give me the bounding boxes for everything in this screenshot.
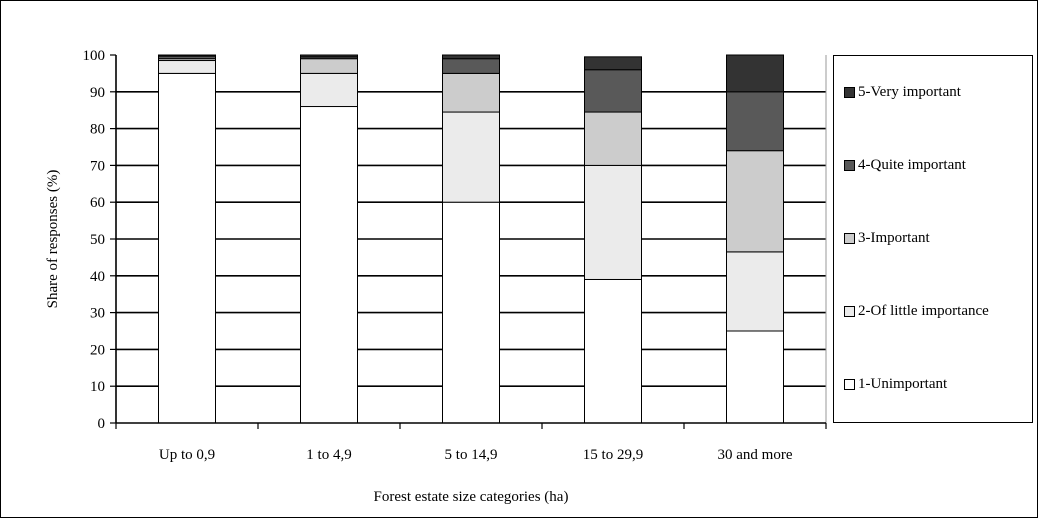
y-tick-label: 90 (90, 85, 105, 101)
bar-segment (300, 106, 358, 424)
y-tick-label: 70 (90, 158, 105, 174)
y-tick-label: 50 (90, 232, 105, 248)
legend-swatch (844, 86, 855, 98)
y-tick-label: 80 (90, 122, 105, 138)
bar-segment (442, 72, 500, 113)
y-tick-label: 30 (90, 306, 105, 322)
legend-item: 4-Quite important (844, 155, 966, 175)
x-tick-label: 15 to 29,9 (583, 447, 643, 463)
legend-swatch (844, 232, 855, 244)
legend-label: 2-Of little importance (858, 302, 989, 319)
bar-segment (726, 54, 784, 93)
y-tick-label: 10 (90, 379, 105, 395)
bar-segment (442, 58, 500, 74)
bar-segment (442, 54, 500, 60)
x-tick-label: 30 and more (718, 447, 793, 463)
y-tick-label: 20 (90, 342, 105, 358)
y-tick-label: 40 (90, 269, 105, 285)
bar-segment (442, 201, 500, 424)
bar-segment (442, 111, 500, 203)
x-tick-label: 5 to 14,9 (445, 447, 498, 463)
bar-segment (158, 60, 216, 74)
x-tick-label: Up to 0,9 (159, 447, 215, 463)
bar-segment (726, 251, 784, 332)
legend-item: 2-Of little importance (844, 301, 989, 321)
bar-segment (726, 91, 784, 152)
legend-label: 4-Quite important (858, 156, 966, 173)
bar-segment (584, 56, 642, 71)
bar-segment (158, 54, 216, 57)
x-tick-label: 1 to 4,9 (306, 447, 351, 463)
y-tick-label: 100 (83, 48, 106, 64)
x-axis-title: Forest estate size categories (ha) (374, 489, 569, 505)
bar-segment (584, 69, 642, 113)
legend-swatch (844, 305, 855, 317)
bar-segment (726, 330, 784, 424)
legend-item: 3-Important (844, 228, 930, 248)
y-tick-label: 60 (90, 195, 105, 211)
bar-segment (300, 54, 358, 58)
y-axis-title: Share of responses (%) (45, 170, 61, 309)
bar-segment (584, 278, 642, 424)
bar-segment (300, 58, 358, 74)
y-tick-label: 0 (98, 416, 106, 432)
legend-swatch (844, 378, 855, 390)
bar-segment (158, 72, 216, 424)
legend-item: 5-Very important (844, 82, 961, 102)
legend-item: 1-Unimportant (844, 374, 947, 394)
legend: 5-Very important 4-Quite important 3-Impor… (833, 55, 1033, 423)
bar-segment (584, 111, 642, 166)
legend-label: 1-Unimportant (858, 375, 948, 392)
bar-segment (300, 72, 358, 108)
legend-swatch (844, 159, 855, 171)
legend-label: 5-Very important (858, 83, 961, 100)
bar-segment (584, 164, 642, 280)
bar-segment (726, 150, 784, 253)
legend-label: 3-Important (858, 229, 930, 246)
